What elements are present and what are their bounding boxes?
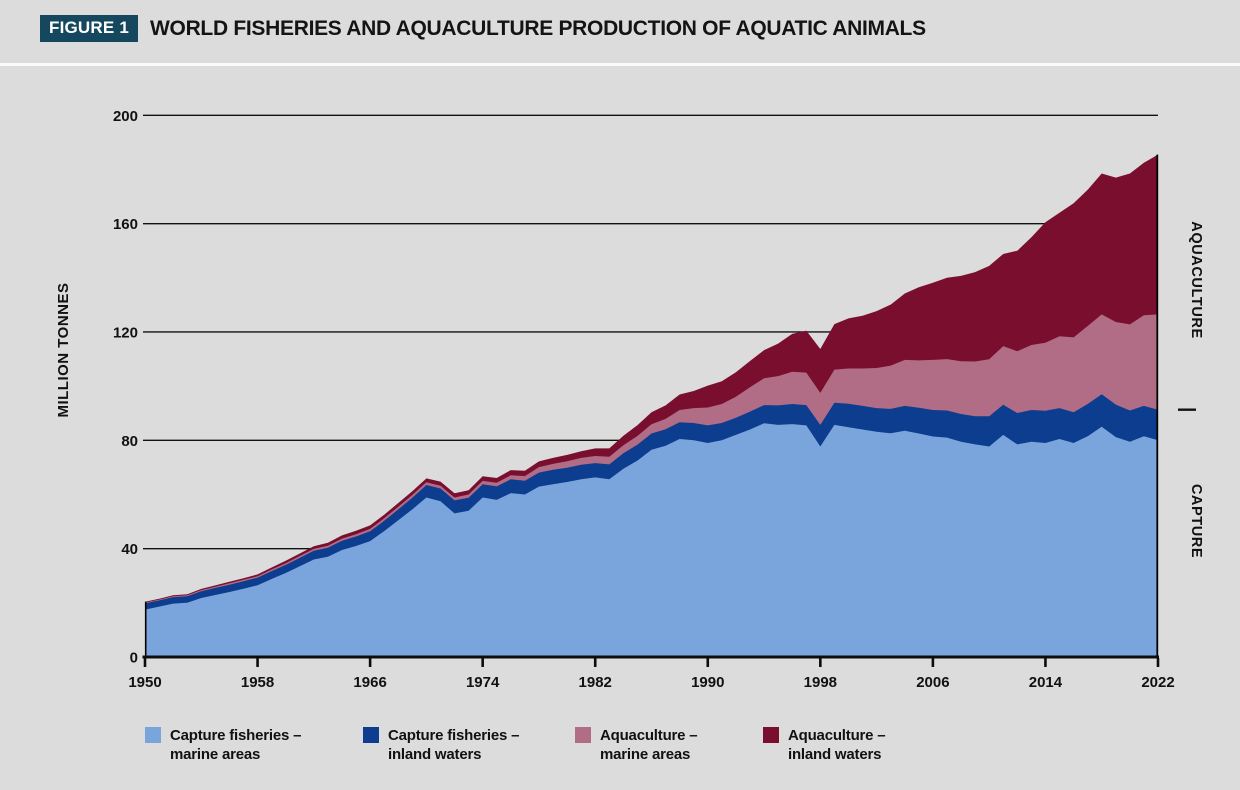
legend-swatch-aquaculture-inland-waters <box>763 727 779 743</box>
svg-text:CAPTURE: CAPTURE <box>1188 484 1204 558</box>
legend-item-capture-fisheries-marine-areas: Capture fisheries – marine areas <box>145 726 301 764</box>
svg-text:200: 200 <box>113 108 138 125</box>
legend-swatch-capture-fisheries-inland-waters <box>363 727 379 743</box>
figure-badge: FIGURE 1 <box>40 15 139 42</box>
svg-text:0: 0 <box>130 650 138 667</box>
svg-text:40: 40 <box>121 541 138 558</box>
svg-text:2006: 2006 <box>916 674 949 691</box>
svg-text:AQUACULTURE: AQUACULTURE <box>1188 221 1204 339</box>
figure-title: WORLD FISHERIES AND AQUACULTURE PRODUCTI… <box>150 16 926 40</box>
svg-text:1998: 1998 <box>804 674 837 691</box>
svg-text:80: 80 <box>121 433 138 450</box>
svg-text:1966: 1966 <box>353 674 386 691</box>
svg-text:1974: 1974 <box>466 674 500 691</box>
legend-item-capture-fisheries-inland-waters: Capture fisheries – inland waters <box>363 726 519 764</box>
area-capture-fisheries-marine-areas <box>145 423 1158 657</box>
svg-text:120: 120 <box>113 324 138 341</box>
legend-label: Aquaculture – marine areas <box>600 727 698 763</box>
side-label-aquaculture: AQUACULTURE <box>1188 221 1204 339</box>
y-axis-tick-labels: 0 40 80 120 160 200 <box>113 108 138 667</box>
y-axis-title: MILLION TONNES <box>55 282 72 417</box>
legend-item-aquaculture-inland-waters: Aquaculture – inland waters <box>763 726 886 764</box>
svg-text:160: 160 <box>113 216 138 233</box>
legend-swatch-aquaculture-marine-areas <box>575 727 591 743</box>
x-axis-ticks <box>143 658 1160 667</box>
header-separator <box>0 63 1240 66</box>
svg-text:MILLION TONNES: MILLION TONNES <box>55 282 72 417</box>
figure-header: FIGURE 1 WORLD FISHERIES AND AQUACULTURE… <box>40 15 926 42</box>
legend-label: Capture fisheries – inland waters <box>388 727 520 763</box>
x-axis-tick-labels: 1950 1958 1966 1974 1982 1990 1998 2006 2014 2022 <box>128 674 1174 691</box>
svg-text:2022: 2022 <box>1141 674 1174 691</box>
svg-text:1990: 1990 <box>691 674 724 691</box>
legend-swatch-capture-fisheries-marine-areas <box>145 727 161 743</box>
svg-text:1950: 1950 <box>128 674 161 691</box>
legend-label: Aquaculture – inland waters <box>788 727 886 763</box>
legend-label: Capture fisheries – marine areas <box>170 727 302 763</box>
side-label-capture: CAPTURE <box>1188 484 1204 558</box>
svg-text:1958: 1958 <box>241 674 274 691</box>
svg-text:2014: 2014 <box>1029 674 1063 691</box>
legend-item-aquaculture-marine-areas: Aquaculture – marine areas <box>575 726 698 764</box>
area-edge-lines <box>144 154 1159 657</box>
svg-text:1982: 1982 <box>579 674 612 691</box>
